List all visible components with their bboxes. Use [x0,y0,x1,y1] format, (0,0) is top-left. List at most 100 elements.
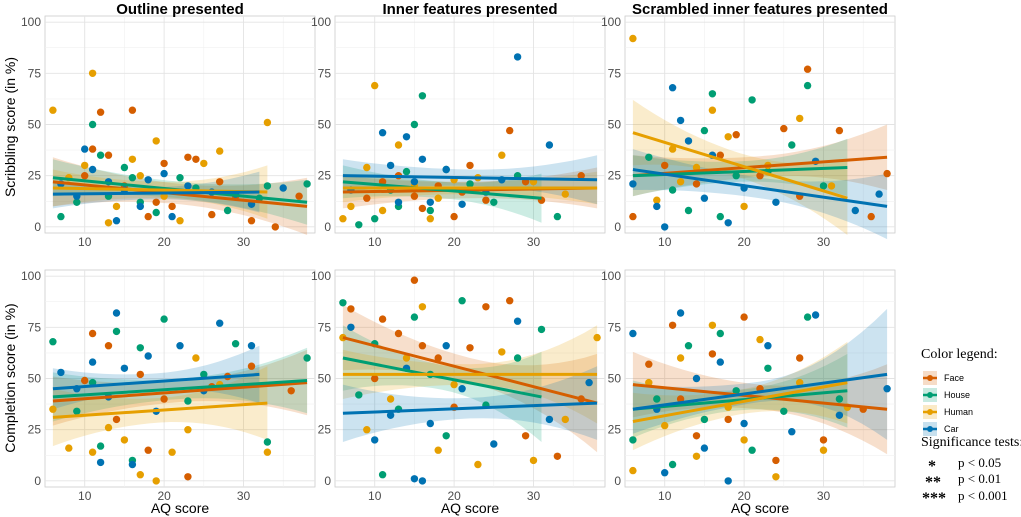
data-point-human [661,421,669,430]
data-point-human [724,133,732,141]
panel-6: 0 25 50 75 100 10 20 30 AQ score [601,269,896,516]
data-point-human [434,194,442,202]
data-point-car [700,444,709,452]
x-tick-label: 20 [157,489,171,503]
x-tick-label: 10 [368,489,382,503]
legend-label: House [944,390,970,400]
data-point-face [104,342,113,350]
data-point-house [96,442,105,450]
data-point-house [355,391,363,399]
data-point-face [88,145,97,153]
data-point-car [418,477,427,485]
data-point-human [668,145,677,153]
data-point-face [287,387,295,395]
data-point-face [835,126,844,135]
x-axis-label: AQ score [151,500,210,516]
data-point-house [748,446,756,454]
data-point-car [88,165,97,174]
data-point-face [247,217,256,225]
data-point-face [295,192,303,200]
data-point-human [402,354,411,362]
data-point-face [144,446,152,454]
data-point-face [81,172,89,180]
data-point-face [772,456,780,465]
data-point-face [692,432,701,440]
data-point-face [192,155,200,163]
data-point-human [216,147,224,155]
regression-line-house [52,379,308,399]
significance-legend: Significance tests: * p < 0.05 ** p < 0.… [921,435,1021,507]
y-tick-label: 25 [608,423,622,437]
data-point-house [303,354,311,362]
data-point-car [458,385,466,393]
data-point-house [835,395,844,403]
data-point-human [561,190,569,198]
data-point-face [434,354,442,362]
data-point-face [363,194,371,202]
data-point-human [426,215,434,223]
regression-line-house [632,389,848,411]
data-point-face [128,106,137,114]
legend-key-point [927,426,933,432]
data-point-human [676,178,685,186]
data-point-face [208,210,216,219]
ci-band-face [342,304,598,453]
x-tick-label: 10 [368,235,382,249]
data-point-house [120,163,129,172]
data-point-face [708,350,717,358]
y-tick-label: 100 [601,269,621,283]
data-point-car [120,364,129,372]
data-point-face [418,342,427,350]
data-point-house [57,212,65,221]
data-point-human [708,106,717,114]
data-point-car [410,475,419,483]
data-point-house [263,182,272,190]
x-tick-label: 20 [447,489,461,503]
data-point-car [835,411,844,419]
data-point-face [144,212,152,221]
data-point-human [692,452,701,460]
data-point-house [708,90,717,98]
data-point-car [81,145,89,153]
data-point-house [96,151,105,159]
data-point-human [128,155,137,163]
panel-title: Scrambled inner features presented [632,1,888,18]
regression-line-car [632,372,888,411]
data-point-house [49,338,57,346]
data-point-human [152,477,160,485]
data-point-human [120,436,129,444]
data-point-human [386,395,395,403]
y-axis-label-top: Scribbling score (in %) [2,57,18,197]
y-tick-label: 50 [318,372,332,386]
data-point-face [88,329,97,338]
data-point-face [803,65,812,73]
data-point-human [645,378,653,387]
significance-title: Significance tests: [921,435,1021,450]
data-point-house [803,313,812,321]
data-point-car [788,428,796,436]
data-point-human [136,172,144,180]
data-point-face [136,370,144,379]
data-point-human [498,348,506,356]
data-point-human [529,456,538,465]
sig-text-1: p < 0.05 [958,455,1001,470]
data-point-human [796,378,804,387]
data-point-human [184,426,192,434]
data-point-face [184,473,192,481]
data-point-house [732,172,740,180]
data-point-car [57,368,65,377]
legend-title: Color legend: [921,347,998,362]
data-point-house [684,206,693,215]
data-point-house [668,186,677,194]
data-point-face [482,196,490,204]
data-point-human [819,446,828,454]
data-point-face [732,131,740,139]
data-point-human [378,206,387,215]
data-point-car [112,217,121,225]
data-point-house [231,340,240,348]
sig-stars-3: *** [922,490,946,507]
y-tick-label: 100 [21,15,41,29]
data-point-house [653,395,661,403]
data-point-car [112,309,121,317]
data-point-car [875,190,883,198]
